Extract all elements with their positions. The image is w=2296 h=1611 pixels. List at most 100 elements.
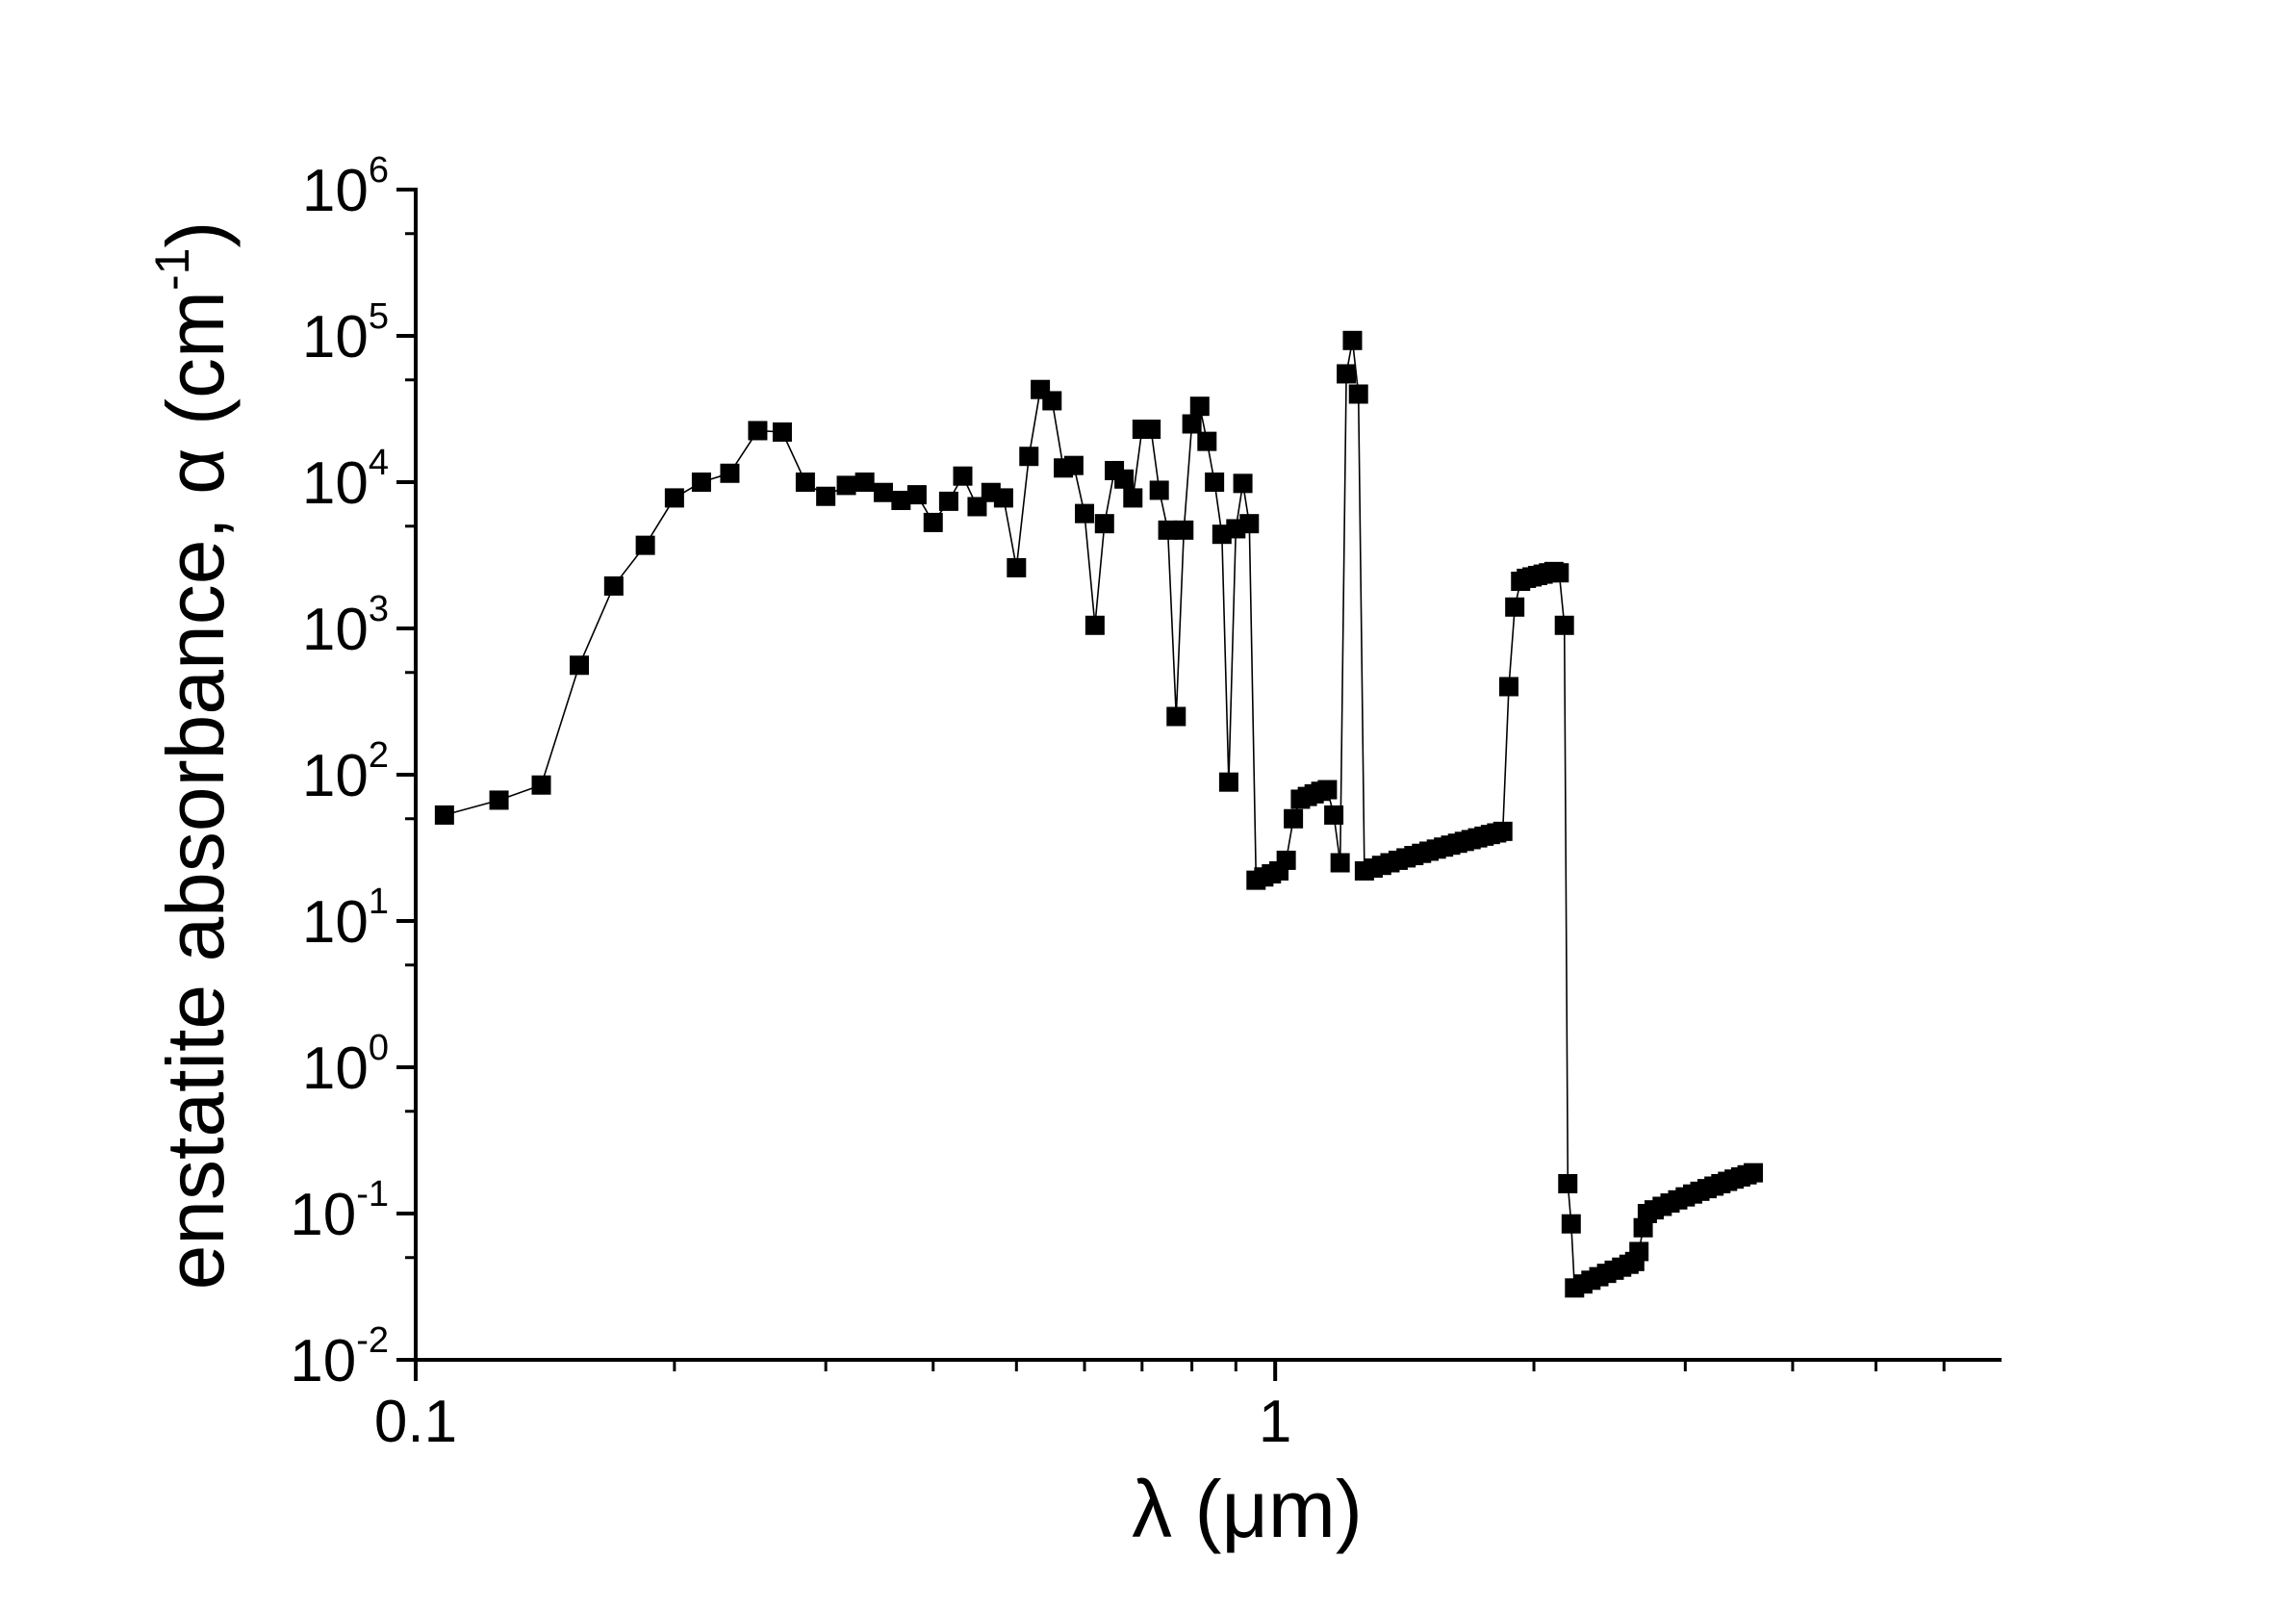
y-tick-base: 10	[290, 1182, 356, 1248]
y-tick-label: 104	[302, 443, 389, 517]
data-point	[1348, 384, 1368, 404]
data-point	[748, 421, 768, 441]
y-title-main: enstatite absorbance, α (cm	[150, 291, 241, 1290]
data-point	[816, 486, 836, 506]
data-point	[923, 512, 943, 532]
data-point	[1330, 853, 1350, 873]
y-tick-base: 10	[302, 889, 369, 956]
y-tick-label: 10-1	[290, 1174, 389, 1248]
data-point	[1189, 396, 1210, 417]
y-tick-exponent: 5	[369, 296, 389, 337]
data-point	[1174, 520, 1194, 540]
data-point	[1324, 805, 1344, 825]
x-axis-title: λ (μm)	[1132, 1464, 1363, 1554]
y-tick-base: 10	[302, 1036, 369, 1102]
data-point	[603, 575, 624, 596]
data-point	[836, 475, 856, 496]
data-point	[1239, 514, 1260, 534]
data-point	[1276, 850, 1296, 870]
data-point	[1218, 772, 1238, 792]
y-tick-label: 100	[302, 1028, 389, 1102]
y-tick-base: 10	[302, 450, 369, 517]
data-point	[531, 775, 551, 795]
data-point	[1166, 706, 1186, 727]
data-point	[1284, 808, 1304, 829]
data-point	[1629, 1241, 1649, 1262]
data-point	[1558, 1173, 1578, 1193]
y-tick-base: 10	[290, 1328, 356, 1394]
y-tick-base: 10	[302, 597, 369, 663]
data-point	[1158, 520, 1178, 540]
data-point	[1063, 455, 1084, 475]
data-point	[1075, 503, 1095, 524]
y-tick-exponent: 6	[369, 150, 389, 191]
x-axis-ticks: 0.1 1	[374, 1360, 1946, 1455]
series-line	[444, 340, 1754, 1290]
data-point	[664, 488, 684, 508]
data-point	[1123, 488, 1143, 508]
y-tick-label: 102	[302, 735, 389, 809]
y-tick-exponent: -2	[356, 1320, 389, 1361]
data-point	[1492, 821, 1513, 841]
y-axis-title: enstatite absorbance, α (cm-1)	[145, 221, 241, 1291]
y-tick-base: 10	[302, 158, 369, 224]
y-tick-exponent: 3	[369, 589, 389, 629]
data-point	[1549, 563, 1569, 583]
y-tick-exponent: -1	[356, 1174, 389, 1215]
data-point	[1084, 615, 1105, 635]
x-tick-label: 0.1	[374, 1389, 457, 1455]
data-point	[1094, 514, 1114, 534]
data-point	[772, 422, 792, 442]
data-point	[993, 488, 1013, 508]
y-tick-exponent: 0	[369, 1028, 389, 1068]
y-tick-label: 101	[302, 882, 389, 956]
y-tick-label: 10-2	[290, 1320, 389, 1394]
data-point	[1197, 431, 1217, 451]
y-tick-exponent: 2	[369, 735, 389, 776]
data-point	[691, 473, 711, 492]
data-point	[1342, 330, 1363, 350]
series-markers	[434, 330, 1764, 1298]
y-tick-base: 10	[302, 304, 369, 371]
y-tick-exponent: 1	[369, 882, 389, 922]
data-point	[1498, 677, 1518, 697]
data-point	[720, 463, 740, 483]
y-tick-label: 105	[302, 296, 389, 371]
data-point	[434, 805, 454, 825]
data-point	[1317, 780, 1338, 800]
data-point	[489, 790, 509, 810]
data-point	[1554, 615, 1574, 635]
data-point	[906, 485, 927, 505]
data-point	[855, 473, 875, 492]
y-tick-base: 10	[302, 743, 369, 809]
data-point	[1233, 473, 1253, 494]
data-point	[953, 466, 973, 486]
data-point	[1141, 420, 1161, 440]
data-point	[635, 535, 655, 555]
y-title-tail: )	[150, 221, 241, 248]
data-point	[1337, 364, 1357, 384]
data-point	[891, 490, 911, 510]
data-point	[1042, 391, 1062, 411]
y-tick-label: 103	[302, 589, 389, 663]
data-point	[795, 473, 815, 492]
y-title-exponent: -1	[145, 248, 199, 291]
data-point	[1205, 473, 1225, 492]
data-point	[1505, 597, 1525, 617]
data-point	[570, 655, 589, 676]
x-tick-label: 1	[1259, 1389, 1291, 1455]
data-point	[873, 482, 893, 502]
data-point	[1149, 480, 1169, 500]
data-point	[1114, 469, 1135, 489]
y-tick-exponent: 4	[369, 443, 389, 483]
y-tick-label: 106	[302, 150, 389, 224]
data-point	[938, 491, 958, 511]
data-point	[1561, 1214, 1581, 1234]
data-point	[1182, 414, 1202, 434]
data-point	[1744, 1163, 1764, 1183]
data-point	[1019, 447, 1039, 467]
data-point	[1007, 557, 1027, 577]
